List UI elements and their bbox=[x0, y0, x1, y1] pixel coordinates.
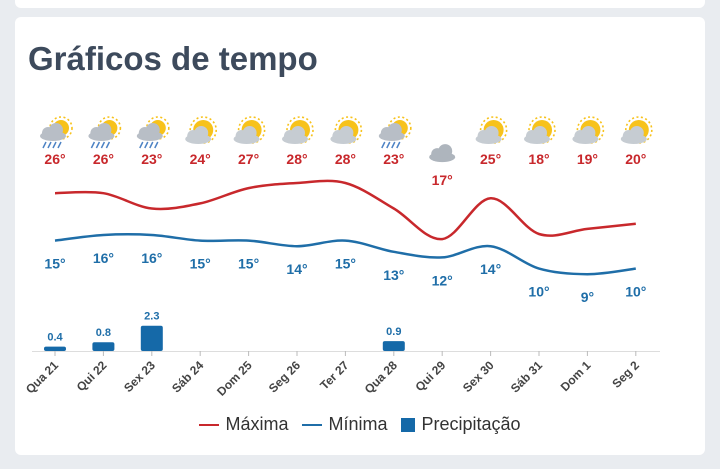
rain-sun-icon bbox=[88, 116, 122, 149]
precip-bar bbox=[92, 342, 115, 351]
max-temp-label: 18° bbox=[528, 151, 549, 167]
legend-item-precip[interactable]: Precipitação bbox=[401, 414, 521, 435]
max-temp-line bbox=[54, 179, 636, 241]
min-temp-label: 13° bbox=[383, 267, 404, 283]
precip-bar bbox=[44, 346, 66, 351]
legend-item-max[interactable]: Máxima bbox=[199, 414, 288, 435]
x-tick-label: Dom 25 bbox=[214, 358, 255, 399]
x-tick-label: Sáb 24 bbox=[169, 358, 206, 395]
section-title: Gráficos de tempo bbox=[28, 40, 318, 77]
min-temp-label: 15° bbox=[335, 256, 356, 272]
max-temp-label: 28° bbox=[286, 151, 307, 167]
max-temp-label: 27° bbox=[238, 151, 259, 167]
partly-cloudy-icon bbox=[572, 116, 605, 144]
partly-cloudy-icon bbox=[620, 116, 653, 144]
max-temp-label: 25° bbox=[480, 151, 501, 167]
rain-sun-icon bbox=[136, 116, 170, 149]
partly-cloudy-icon bbox=[330, 116, 363, 144]
min-temp-label: 15° bbox=[44, 256, 65, 272]
previous-card bbox=[15, 0, 705, 8]
max-temp-label: 17° bbox=[432, 172, 453, 188]
rain-sun-icon bbox=[378, 116, 412, 149]
min-temp-label: 15° bbox=[190, 256, 211, 272]
precip-label: 0.9 bbox=[386, 326, 401, 338]
x-tick-label: Sex 23 bbox=[121, 358, 158, 395]
x-tick-label: Qua 28 bbox=[362, 358, 400, 396]
legend-min-label: Mínima bbox=[328, 414, 388, 434]
x-tick-label: Sex 30 bbox=[460, 358, 497, 395]
precip-label: 2.3 bbox=[144, 311, 159, 323]
partly-cloudy-icon bbox=[233, 116, 266, 144]
rain-sun-icon bbox=[40, 116, 73, 149]
x-tick-label: Qui 22 bbox=[74, 358, 110, 394]
x-tick-label: Seg 26 bbox=[266, 358, 303, 395]
min-temp-label: 10° bbox=[528, 284, 549, 300]
legend-max-label: Máxima bbox=[225, 414, 289, 434]
legend-precip-swatch bbox=[401, 417, 416, 432]
min-temp-label: 10° bbox=[625, 284, 646, 300]
x-tick-label: Qua 21 bbox=[23, 358, 61, 396]
legend-item-min[interactable]: Mínima bbox=[302, 414, 387, 435]
max-temp-label: 26° bbox=[44, 151, 65, 167]
min-temp-label: 14° bbox=[286, 261, 307, 277]
partly-cloudy-icon bbox=[282, 116, 314, 144]
precip-bar bbox=[382, 341, 405, 351]
max-temp-label: 20° bbox=[625, 151, 646, 167]
precip-label: 0.4 bbox=[47, 332, 63, 344]
weather-charts-card bbox=[15, 17, 705, 455]
min-temp-label: 16° bbox=[93, 250, 114, 266]
max-temp-label: 19° bbox=[577, 151, 598, 167]
x-tick-label: Dom 1 bbox=[558, 358, 594, 394]
max-temp-label: 26° bbox=[93, 151, 114, 167]
precip-label: 0.8 bbox=[96, 327, 111, 339]
cloudy-icon bbox=[429, 144, 456, 163]
min-temp-label: 16° bbox=[141, 250, 162, 266]
legend-precip-label: Precipitação bbox=[421, 414, 521, 434]
legend-min-swatch bbox=[302, 423, 323, 426]
chart-legend: Máxima Mínima Precipitação bbox=[0, 414, 720, 435]
min-temp-label: 15° bbox=[238, 256, 259, 272]
legend-max-swatch bbox=[199, 423, 220, 426]
x-tick-label: Ter 27 bbox=[317, 358, 352, 393]
min-temp-label: 14° bbox=[480, 261, 501, 277]
min-temp-line bbox=[54, 233, 636, 276]
max-temp-label: 23° bbox=[383, 151, 404, 167]
x-tick-label: Seg 2 bbox=[609, 358, 642, 391]
min-temp-label: 12° bbox=[432, 272, 453, 288]
precip-bar bbox=[140, 325, 163, 351]
x-tick-label: Qui 29 bbox=[412, 358, 448, 394]
partly-cloudy-icon bbox=[524, 116, 556, 144]
max-temp-label: 28° bbox=[335, 151, 356, 167]
max-temp-label: 24° bbox=[190, 151, 211, 167]
partly-cloudy-icon bbox=[185, 116, 217, 144]
max-temp-label: 23° bbox=[141, 151, 162, 167]
partly-cloudy-icon bbox=[475, 116, 508, 144]
x-tick-label: Sáb 31 bbox=[508, 358, 545, 395]
min-temp-label: 9° bbox=[581, 289, 594, 305]
